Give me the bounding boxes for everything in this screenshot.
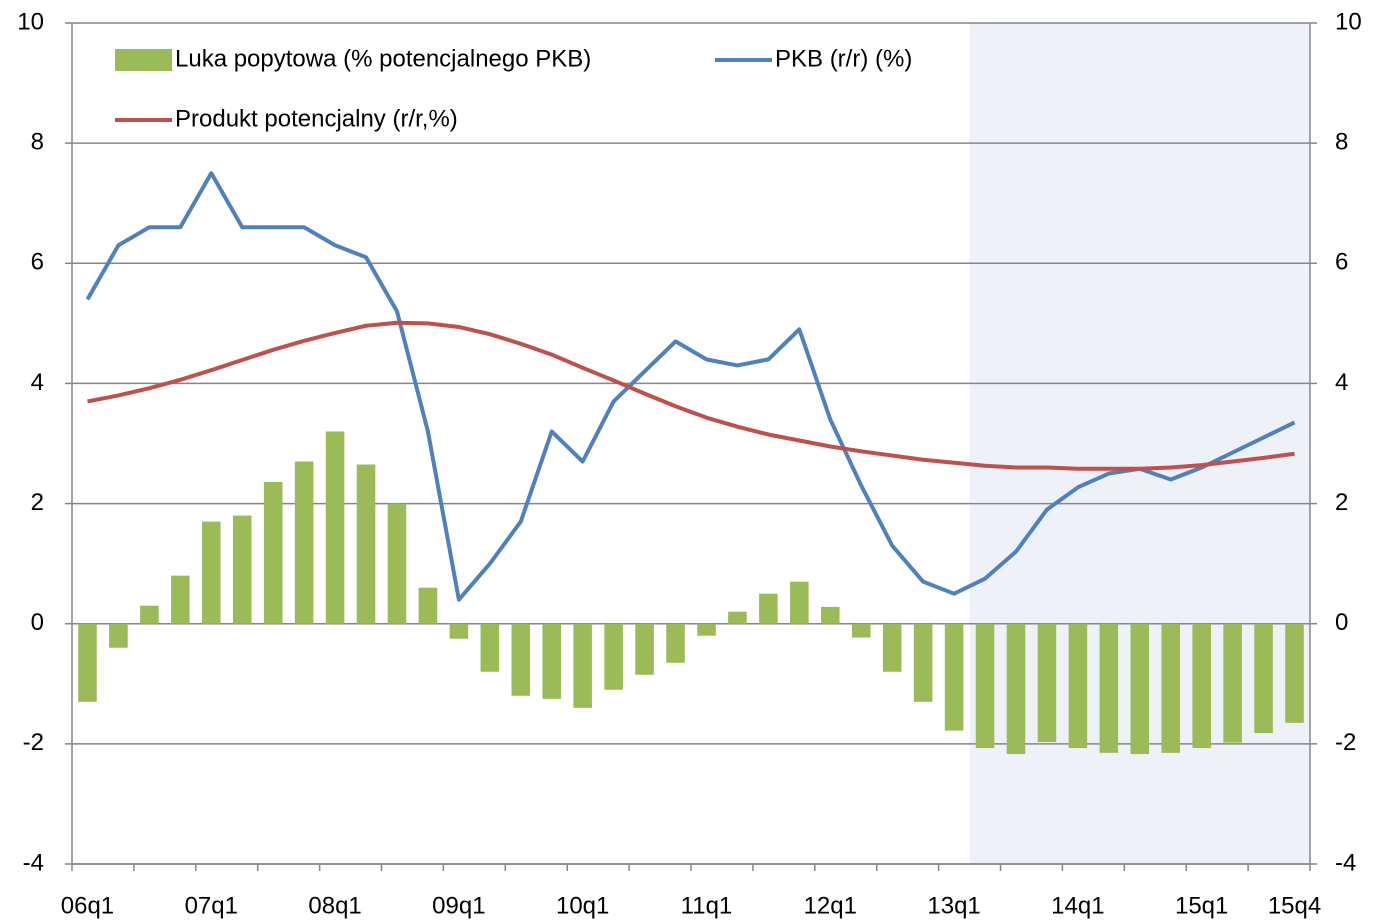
y-tick-label: 4 (31, 369, 44, 396)
x-tick-label: 13q1 (927, 892, 980, 919)
y2-tick-label: 8 (1335, 128, 1348, 155)
y2-tick-label: 2 (1335, 489, 1348, 516)
bar (109, 623, 128, 648)
x-tick-label: 06q1 (61, 892, 114, 919)
bar (356, 464, 376, 624)
y-tick-label: 6 (31, 249, 44, 276)
x-tick-label: 14q1 (1051, 892, 1104, 919)
bar (1068, 623, 1088, 749)
x-tick-label: 08q1 (308, 892, 361, 919)
y2-tick-label: 6 (1335, 249, 1348, 276)
bar (635, 623, 654, 675)
bar (790, 581, 809, 624)
bar (1006, 623, 1026, 755)
line (87, 320, 1295, 471)
y-tick-label: -4 (23, 849, 44, 876)
bar (1037, 623, 1057, 743)
bar (697, 623, 716, 636)
bar (480, 623, 500, 672)
y-tick-label: 0 (31, 609, 44, 636)
y-tick-label: 10 (17, 8, 44, 35)
bar (263, 481, 283, 624)
bar (1161, 623, 1181, 753)
bar (666, 623, 685, 663)
y-tick-label: -2 (23, 729, 44, 756)
x-tick-label: 15q1 (1175, 892, 1228, 919)
x-tick-label: 11q1 (681, 892, 733, 919)
x-tick-label: 12q1 (804, 892, 857, 919)
bar (171, 575, 190, 624)
bar (851, 623, 871, 638)
bar (1254, 623, 1273, 734)
y2-tick-label: 4 (1335, 369, 1348, 396)
bar (975, 623, 995, 749)
bar (759, 593, 778, 624)
bar (511, 623, 531, 696)
y2-tick-label: -2 (1335, 729, 1356, 756)
x-tick-label: 15q4 (1268, 892, 1321, 919)
legend-swatch (115, 49, 172, 71)
bar (1192, 623, 1211, 749)
bar (820, 606, 840, 624)
x-tick-label: 10q1 (556, 892, 609, 919)
bar (294, 461, 314, 624)
bar (418, 587, 438, 624)
bar (1130, 623, 1150, 755)
bar (1223, 623, 1242, 743)
y-tick-label: 8 (31, 128, 44, 155)
bar (542, 623, 562, 699)
bar (232, 515, 252, 624)
legend-label: Luka popytowa (% potencjalnego PKB) (175, 45, 591, 72)
bar (573, 623, 592, 708)
bar (728, 611, 747, 624)
bar (604, 623, 623, 690)
x-tick-label: 09q1 (432, 892, 485, 919)
legend-label: Produkt potencjalny (r/r,%) (175, 105, 458, 132)
line (85, 171, 1296, 602)
bar (882, 623, 902, 672)
legend-label: PKB (r/r) (%) (775, 45, 912, 72)
bar (325, 431, 345, 624)
x-tick-label: 07q1 (185, 892, 238, 919)
y2-tick-label: 10 (1335, 8, 1362, 35)
bar (944, 623, 964, 731)
bar (78, 623, 97, 702)
bar (387, 503, 407, 624)
y-tick-label: 2 (31, 489, 44, 516)
bar (201, 521, 221, 624)
bar (1285, 623, 1304, 723)
bar (1099, 623, 1119, 753)
bar (449, 623, 469, 639)
y2-tick-label: -4 (1335, 849, 1356, 876)
y2-tick-label: 0 (1335, 609, 1348, 636)
bar (913, 623, 933, 702)
bar (140, 605, 159, 624)
